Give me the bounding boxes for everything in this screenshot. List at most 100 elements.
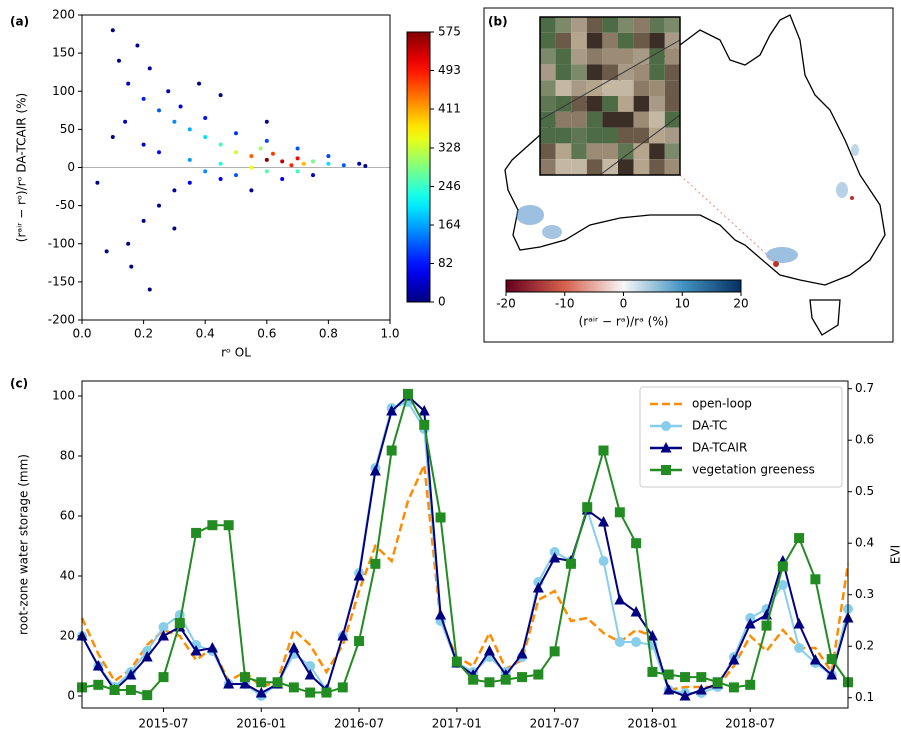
data-point <box>125 684 136 695</box>
inset-field <box>540 80 556 96</box>
inset-field <box>540 48 556 65</box>
data-point <box>419 419 430 430</box>
inset-field <box>555 48 572 65</box>
inset-field <box>664 17 681 33</box>
inset-field <box>602 111 618 128</box>
inset-field <box>618 111 634 128</box>
x-tick-label: 2018-07 <box>725 717 775 731</box>
x-tick-label: 2017-01 <box>432 717 482 731</box>
data-point <box>679 690 691 701</box>
data-point <box>630 606 642 617</box>
y-tick-label: 40 <box>60 569 75 583</box>
data-point <box>288 682 299 693</box>
tasmania-outline <box>809 299 841 336</box>
inset-field <box>555 80 572 96</box>
data-point <box>533 669 544 680</box>
speckle <box>766 247 798 263</box>
inset-field <box>633 80 650 96</box>
x-tick-label: 0.0 <box>72 327 91 341</box>
inset-field <box>540 127 556 144</box>
inset-frame <box>539 16 681 176</box>
y-tick-label: 200 <box>52 8 75 22</box>
data-point <box>158 672 169 683</box>
scatter-point <box>147 66 152 71</box>
scatter-point <box>218 161 223 166</box>
y-axis-label: root-zone water storage (mm) <box>17 454 31 635</box>
data-point <box>549 646 560 657</box>
speckle <box>516 205 544 225</box>
scatter-point <box>295 169 300 174</box>
scatter-point <box>172 226 177 231</box>
data-point <box>272 677 283 688</box>
speckle <box>851 144 859 156</box>
colorbar-tick-label: 328 <box>438 140 461 154</box>
inset-field <box>664 80 681 96</box>
inset-field <box>540 159 556 175</box>
data-point <box>728 682 739 693</box>
scatter-point <box>187 157 192 162</box>
scatter-point <box>326 154 331 159</box>
inset-field <box>571 32 587 49</box>
data-point <box>598 556 609 566</box>
panel-label: (a) <box>10 15 29 29</box>
data-point <box>810 574 821 585</box>
data-point <box>435 609 447 620</box>
inset-field <box>664 48 681 65</box>
data-point <box>435 512 446 523</box>
scatter-point <box>311 159 315 164</box>
inset-field <box>633 159 650 175</box>
scatter-point <box>187 127 192 132</box>
y-tick-label: -200 <box>48 313 75 327</box>
data-point <box>207 520 218 531</box>
y2-axis-label: EVI <box>889 545 901 564</box>
y2-tick-label: 0.2 <box>855 639 874 653</box>
data-point <box>695 684 707 695</box>
scatter-point <box>126 241 131 246</box>
data-point <box>794 643 805 653</box>
inset-field <box>664 64 681 81</box>
data-point <box>223 678 235 689</box>
scatter-point <box>166 89 171 94</box>
y-tick-label: 0 <box>67 160 75 174</box>
x-tick-label: 0.4 <box>196 327 215 341</box>
data-point <box>663 684 675 695</box>
data-point <box>141 651 153 662</box>
legend-marker <box>660 442 672 453</box>
inset-field <box>586 64 603 81</box>
data-point <box>712 677 723 688</box>
data-point <box>696 672 707 683</box>
data-point <box>761 620 772 631</box>
inset-field <box>586 32 603 49</box>
inset-field <box>633 96 650 112</box>
inset-field <box>602 64 618 81</box>
inset-field <box>618 80 634 96</box>
scatter-point <box>172 119 177 124</box>
inset-field <box>633 127 650 144</box>
scatter-point <box>157 108 161 113</box>
scatter-point <box>203 135 208 139</box>
colorbar-tick-label: -10 <box>555 297 575 311</box>
inset-field <box>664 143 681 160</box>
scatter-point <box>234 131 238 136</box>
inset-image <box>539 17 681 176</box>
inset-field <box>664 32 681 49</box>
data-point <box>614 637 625 647</box>
legend-label: DA-TCAIR <box>692 441 747 455</box>
inset-field <box>571 96 587 112</box>
inset-field <box>571 143 587 160</box>
inset-field <box>586 96 603 112</box>
data-point <box>809 654 821 665</box>
colorbar-tick-label: 493 <box>438 63 461 77</box>
scatter-point <box>264 157 269 162</box>
speckle <box>836 182 848 198</box>
inset-field <box>540 96 556 112</box>
data-point <box>794 533 805 544</box>
scatter-point <box>95 180 100 185</box>
inset-field <box>586 143 603 160</box>
data-point <box>418 405 430 416</box>
data-point <box>631 538 642 549</box>
data-point <box>255 687 267 698</box>
data-point <box>631 637 642 647</box>
y-tick-label: -50 <box>55 198 75 212</box>
